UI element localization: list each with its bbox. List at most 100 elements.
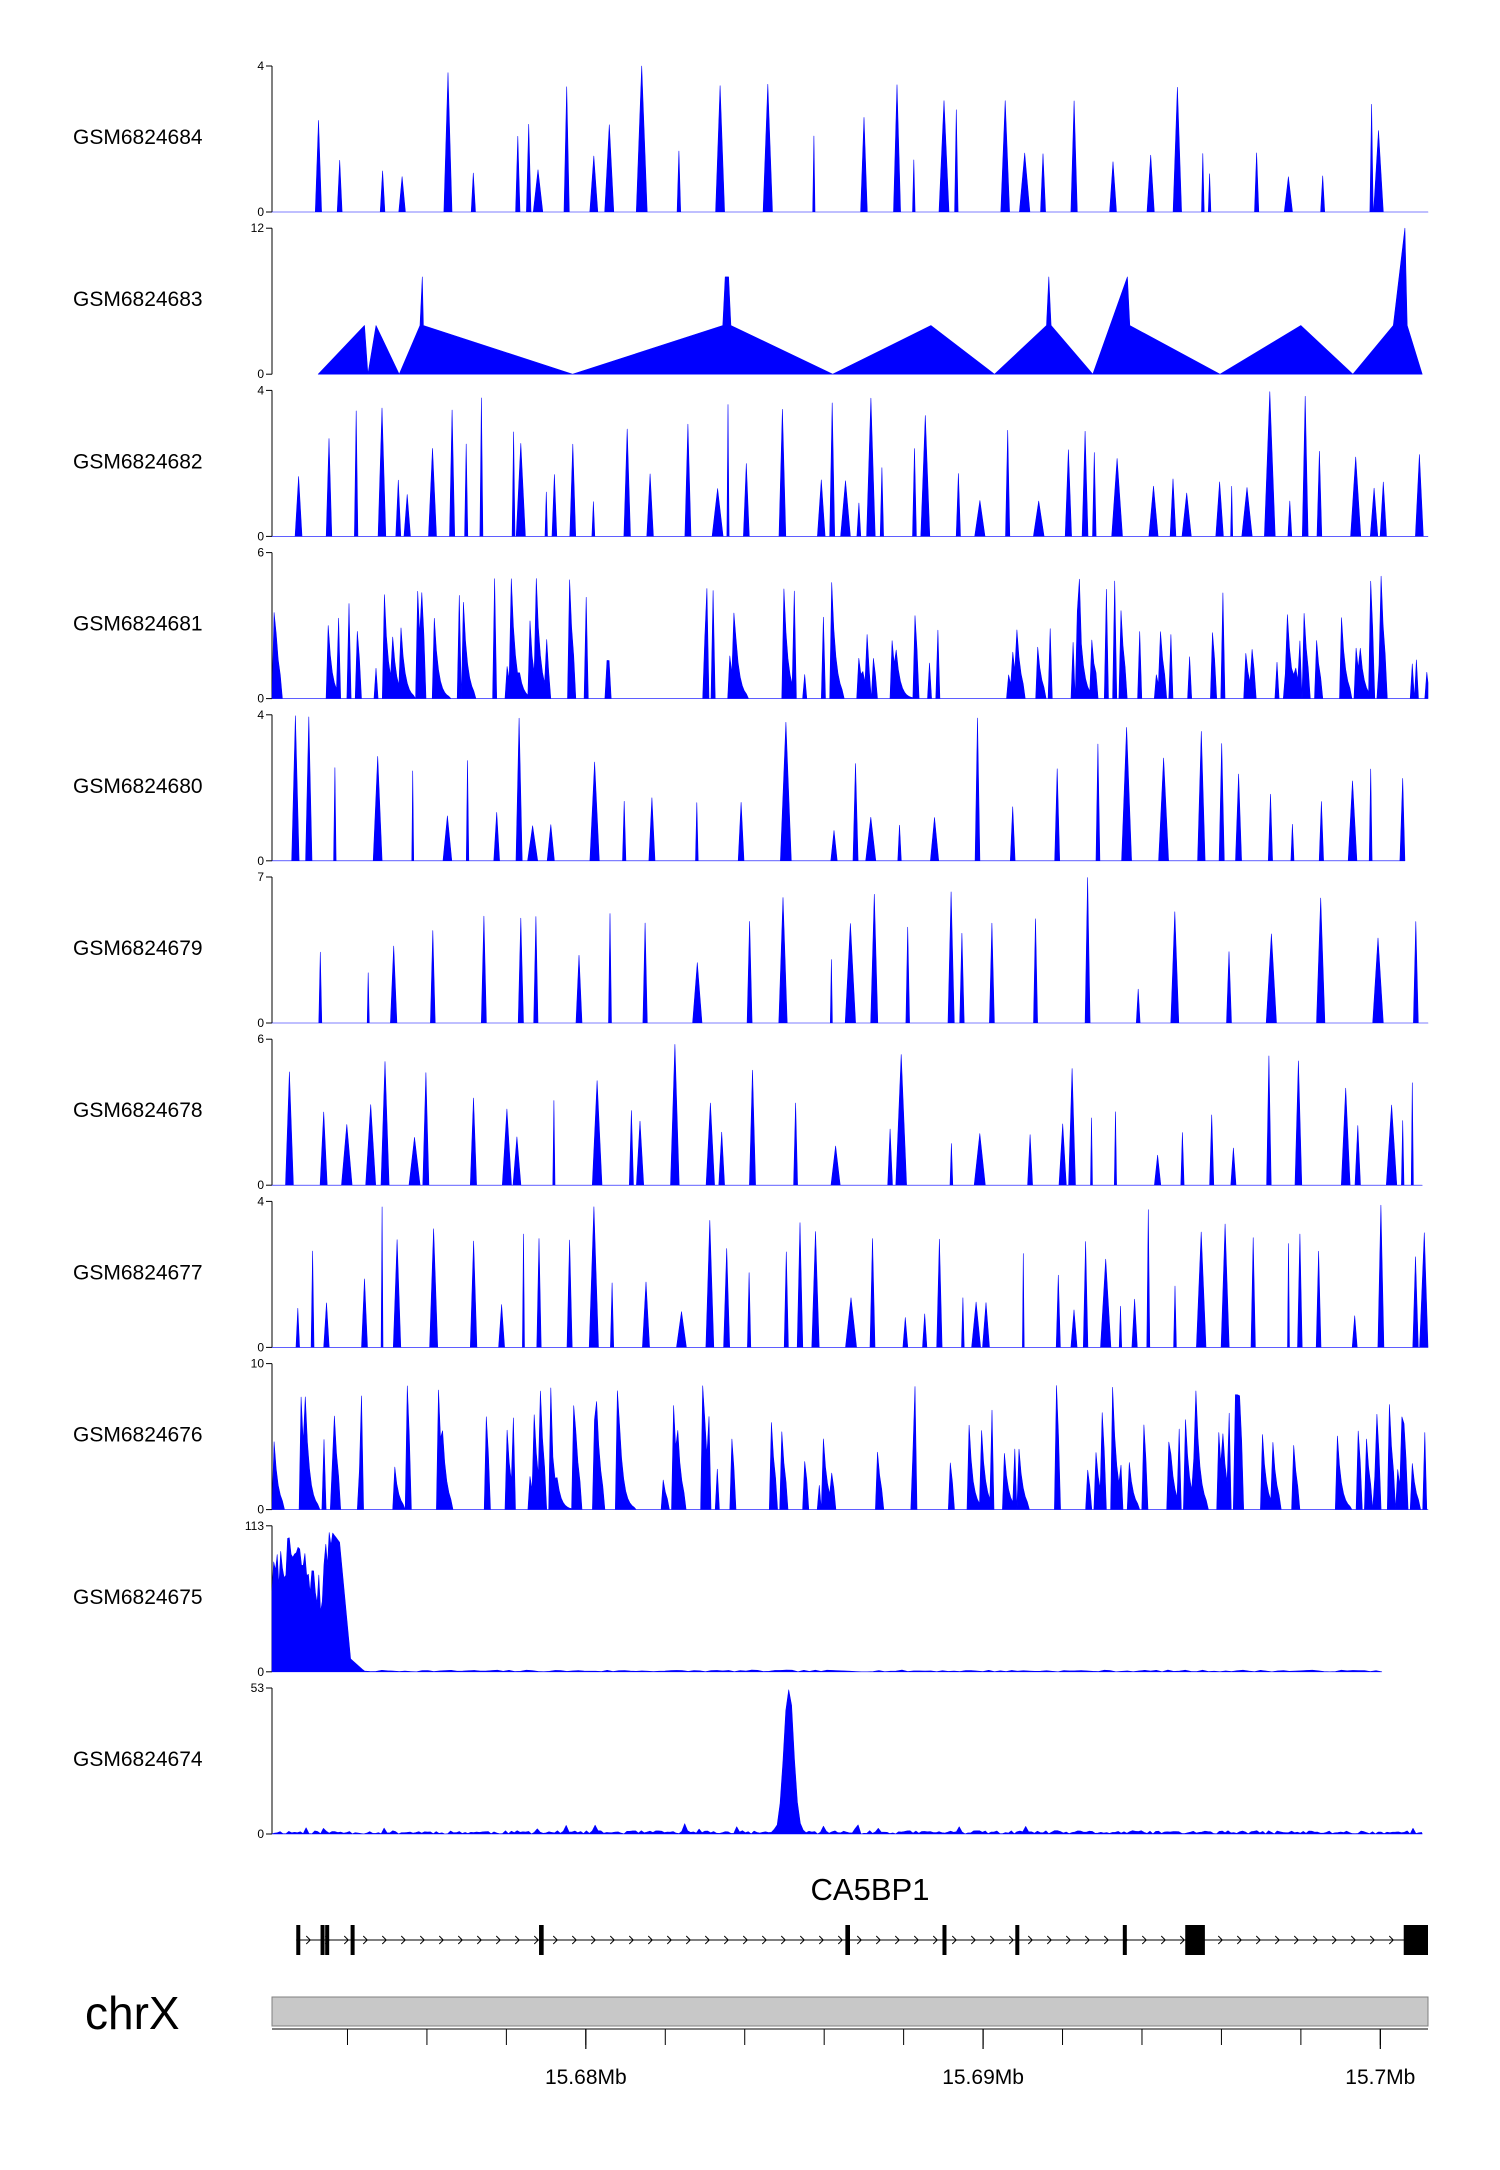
coverage-area [271, 575, 1429, 699]
track-GSM6824683: GSM6824683 0 12 [73, 221, 1423, 381]
y-tick-label: 0 [257, 1503, 264, 1517]
y-tick-label: 113 [245, 1519, 264, 1533]
strand-arrow [438, 1935, 444, 1945]
strand-arrow [400, 1935, 406, 1945]
y-tick-label: 0 [257, 529, 264, 543]
exon [845, 1925, 850, 1955]
strand-arrow [799, 1935, 805, 1945]
coverage-area [271, 1204, 1429, 1348]
strand-arrow [628, 1935, 634, 1945]
track-GSM6824675: GSM6824675 0 113 [73, 1519, 1383, 1679]
track-label: GSM6824676 [73, 1424, 203, 1447]
strand-arrow [685, 1935, 691, 1945]
y-tick-label: 0 [257, 205, 264, 219]
exon [1015, 1925, 1020, 1955]
strand-arrow [476, 1935, 482, 1945]
track-label: GSM6824682 [73, 450, 203, 473]
y-tick-label: 0 [257, 1665, 264, 1679]
y-tick-label: 4 [257, 1194, 264, 1208]
strand-arrow [1350, 1935, 1356, 1945]
strand-arrow [514, 1935, 520, 1945]
y-tick-label: 0 [257, 692, 264, 706]
strand-arrow [343, 1935, 349, 1945]
strand-arrow [1369, 1935, 1375, 1945]
y-tick-label: 0 [257, 1016, 264, 1030]
gene-model [296, 1925, 1428, 1955]
strand-arrow [818, 1935, 824, 1945]
track-label: GSM6824674 [73, 1748, 203, 1771]
strand-arrow [571, 1935, 577, 1945]
strand-arrow [1027, 1935, 1033, 1945]
coverage-area [271, 1689, 1423, 1835]
strand-arrow [1293, 1935, 1299, 1945]
track-GSM6824679: GSM6824679 0 7 [73, 870, 1429, 1030]
coverage-area [271, 877, 1429, 1024]
strand-arrow [305, 1935, 311, 1945]
exon [942, 1925, 947, 1955]
strand-arrow [875, 1935, 881, 1945]
track-label: GSM6824679 [73, 937, 203, 960]
strand-arrow [1179, 1935, 1185, 1945]
strand-arrow [989, 1935, 995, 1945]
y-tick-label: 10 [251, 1357, 265, 1371]
coverage-area [271, 65, 1429, 213]
strand-arrow [1312, 1935, 1318, 1945]
track-label: GSM6824680 [73, 775, 203, 798]
strand-arrow [970, 1935, 976, 1945]
track-GSM6824676: GSM6824676 0 10 [73, 1357, 1429, 1517]
exon [1122, 1925, 1127, 1955]
strand-arrow [552, 1935, 558, 1945]
y-tick-label: 7 [257, 870, 264, 884]
track-GSM6824678: GSM6824678 0 6 [73, 1032, 1423, 1192]
coverage-area [271, 1044, 1423, 1186]
strand-arrow [1236, 1935, 1242, 1945]
strand-arrow [419, 1935, 425, 1945]
strand-arrow [533, 1935, 539, 1945]
strand-arrow [761, 1935, 767, 1945]
track-label: GSM6824678 [73, 1099, 203, 1122]
strand-arrow [856, 1935, 862, 1945]
x-tick-label: 15.7Mb [1345, 2066, 1415, 2089]
coverage-area [317, 227, 1423, 375]
track-label: GSM6824684 [73, 126, 203, 149]
strand-arrow [913, 1935, 919, 1945]
strand-arrow [1255, 1935, 1261, 1945]
coverage-area [271, 1532, 1383, 1673]
strand-arrow [362, 1935, 368, 1945]
x-tick-label: 15.69Mb [942, 2066, 1024, 2089]
y-tick-label: 4 [257, 708, 264, 722]
y-tick-label: 12 [251, 221, 265, 235]
strand-arrow [590, 1935, 596, 1945]
strand-arrow [1141, 1935, 1147, 1945]
strand-arrow [780, 1935, 786, 1945]
y-tick-label: 0 [257, 1178, 264, 1192]
strand-arrow [1217, 1935, 1223, 1945]
y-tick-label: 0 [257, 1827, 264, 1841]
y-tick-label: 53 [251, 1681, 265, 1695]
strand-arrow [381, 1935, 387, 1945]
strand-arrow [609, 1935, 615, 1945]
gene-label: CA5BP1 [811, 1872, 930, 1907]
track-GSM6824681: GSM6824681 0 6 [73, 546, 1429, 706]
chromosome-label: chrX [85, 1987, 180, 2039]
exon [325, 1925, 330, 1955]
x-tick-label: 15.68Mb [545, 2066, 627, 2089]
strand-arrow [1103, 1935, 1109, 1945]
exon [296, 1925, 301, 1955]
coverage-area [271, 391, 1429, 537]
strand-arrow [1065, 1935, 1071, 1945]
y-tick-label: 6 [257, 546, 264, 560]
exon [1185, 1925, 1205, 1955]
track-GSM6824684: GSM6824684 0 4 [73, 59, 1429, 219]
x-axis: 15.68Mb 15.69Mb 15.7Mb [272, 2028, 1428, 2089]
coverage-area [271, 1385, 1429, 1510]
track-GSM6824674: GSM6824674 0 53 [73, 1681, 1423, 1841]
strand-arrow [837, 1935, 843, 1945]
strand-arrow [723, 1935, 729, 1945]
track-label: GSM6824677 [73, 1261, 203, 1284]
exon [320, 1925, 325, 1955]
strand-arrow [1388, 1935, 1394, 1945]
track-GSM6824680: GSM6824680 0 4 [73, 708, 1406, 868]
gene-track: CA5BP1 [296, 1872, 1428, 1955]
